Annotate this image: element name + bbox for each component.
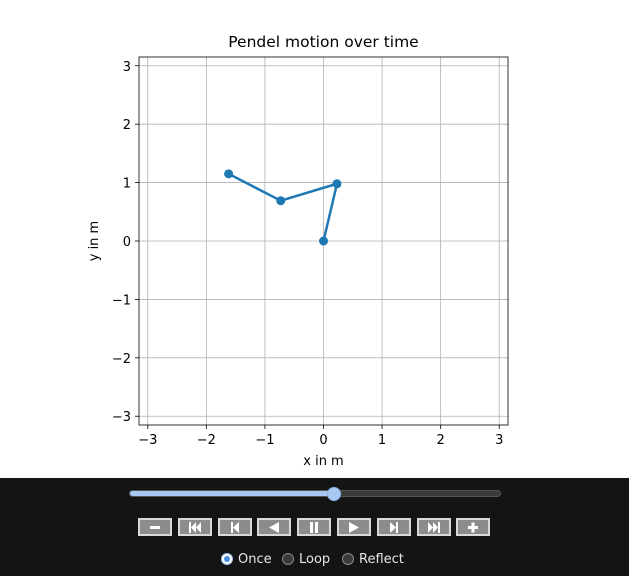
x-tick-label: 0 bbox=[319, 433, 327, 448]
pendulum-line bbox=[228, 172, 339, 242]
pendulum-point bbox=[319, 236, 328, 246]
zoom-in-button[interactable] bbox=[456, 518, 491, 536]
plus-icon bbox=[466, 521, 480, 534]
play-forward-button[interactable] bbox=[337, 518, 371, 536]
next-frame-button[interactable] bbox=[376, 518, 411, 536]
play-backward-button[interactable] bbox=[257, 518, 292, 536]
pendulum-point bbox=[276, 196, 286, 206]
radio-indicator[interactable] bbox=[221, 553, 233, 565]
frame-slider-track[interactable] bbox=[129, 490, 501, 497]
y-tick-label: −3 bbox=[112, 410, 131, 425]
skip-last-icon bbox=[427, 521, 441, 534]
y-axis-label: y in m bbox=[87, 221, 102, 261]
loop-mode-loop-radio[interactable]: Loop bbox=[282, 549, 330, 569]
chart-title: Pendel motion over time bbox=[228, 33, 418, 51]
y-tick-label: 3 bbox=[123, 60, 131, 75]
step-back-icon bbox=[228, 521, 242, 534]
radio-label: Loop bbox=[299, 551, 331, 567]
previous-frame-button[interactable] bbox=[217, 518, 252, 536]
x-tick-label: −2 bbox=[197, 433, 216, 448]
x-tick-label: −1 bbox=[255, 433, 274, 448]
frame-slider-thumb[interactable] bbox=[326, 487, 341, 501]
x-tick-label: 3 bbox=[495, 433, 503, 448]
radio-indicator[interactable] bbox=[282, 553, 294, 565]
radio-label: Reflect bbox=[359, 551, 404, 567]
loop-mode-once-radio[interactable]: Once bbox=[221, 549, 272, 569]
chart-figure: −3 −2 −1 0 1 2 3 −3 −2 −1 0 1 2 3 Pendel motion over t… bbox=[87, 33, 509, 469]
x-tick-label: −3 bbox=[138, 433, 157, 448]
y-tick-label: 1 bbox=[123, 177, 131, 192]
y-tick-label: −1 bbox=[112, 293, 131, 308]
zoom-out-button[interactable] bbox=[138, 518, 172, 536]
radio-label: Once bbox=[238, 551, 272, 567]
last-frame-button[interactable] bbox=[416, 518, 451, 536]
first-frame-button[interactable] bbox=[177, 518, 212, 536]
minus-icon bbox=[148, 521, 162, 534]
pause-button[interactable] bbox=[297, 518, 332, 536]
x-tick-label: 2 bbox=[437, 433, 445, 448]
skip-first-icon bbox=[188, 521, 202, 534]
pendulum-point bbox=[332, 179, 342, 189]
x-tick-label: 1 bbox=[378, 433, 386, 448]
loop-mode-reflect-radio[interactable]: Reflect bbox=[342, 549, 404, 569]
y-tick-label: −2 bbox=[112, 352, 131, 367]
x-axis-label: x in m bbox=[303, 454, 343, 469]
play-reverse-icon bbox=[267, 521, 281, 534]
pause-icon bbox=[307, 521, 321, 534]
play-icon bbox=[347, 521, 361, 534]
frame-slider-fill bbox=[130, 491, 334, 496]
step-forward-icon bbox=[387, 521, 401, 534]
loop-mode-radio-group: Once Loop Reflect bbox=[0, 549, 629, 569]
y-tick-label: 2 bbox=[123, 118, 131, 133]
radio-indicator[interactable] bbox=[342, 553, 354, 565]
y-tick-label: 0 bbox=[123, 235, 131, 250]
pendulum-point bbox=[224, 169, 234, 179]
